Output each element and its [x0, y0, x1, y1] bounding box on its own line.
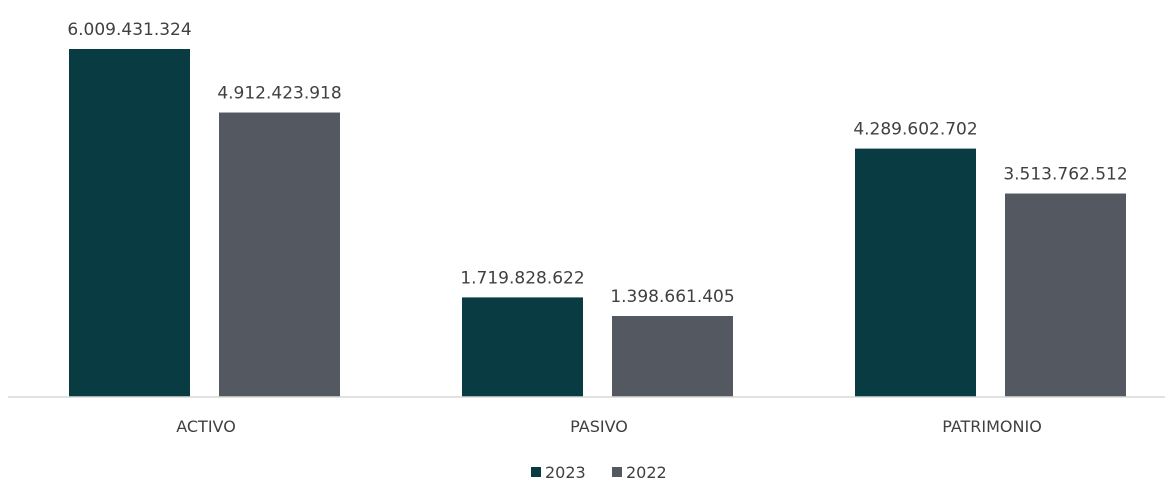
data-label-pasivo-2023: 1.719.828.622 — [460, 268, 584, 288]
data-labels-group: 6.009.431.324 4.912.423.918 1.719.828.622 1… — [67, 20, 1127, 307]
data-label-pasivo-2022: 1.398.661.405 — [610, 287, 734, 307]
bars-group — [69, 49, 1126, 397]
legend-label-2023: 2023 — [545, 463, 586, 482]
bar-pasivo-2022 — [612, 316, 733, 397]
category-labels-group: ACTIVO PASIVO PATRIMONIO — [176, 417, 1042, 436]
legend: 2023 2022 — [531, 463, 667, 482]
legend-label-2022: 2022 — [626, 463, 667, 482]
category-label-patrimonio: PATRIMONIO — [942, 417, 1042, 436]
bar-activo-2022 — [219, 112, 340, 397]
data-label-patrimonio-2023: 4.289.602.702 — [853, 120, 977, 140]
data-label-patrimonio-2022: 3.513.762.512 — [1003, 165, 1127, 185]
bar-patrimonio-2022 — [1005, 193, 1126, 397]
category-label-activo: ACTIVO — [176, 417, 236, 436]
legend-swatch-2022 — [612, 467, 622, 477]
bar-patrimonio-2023 — [855, 148, 976, 397]
bar-pasivo-2023 — [462, 297, 583, 397]
legend-swatch-2023 — [531, 467, 541, 477]
category-label-pasivo: PASIVO — [570, 417, 628, 436]
data-label-activo-2022: 4.912.423.918 — [217, 84, 341, 104]
data-label-activo-2023: 6.009.431.324 — [67, 20, 191, 40]
bar-activo-2023 — [69, 49, 190, 397]
